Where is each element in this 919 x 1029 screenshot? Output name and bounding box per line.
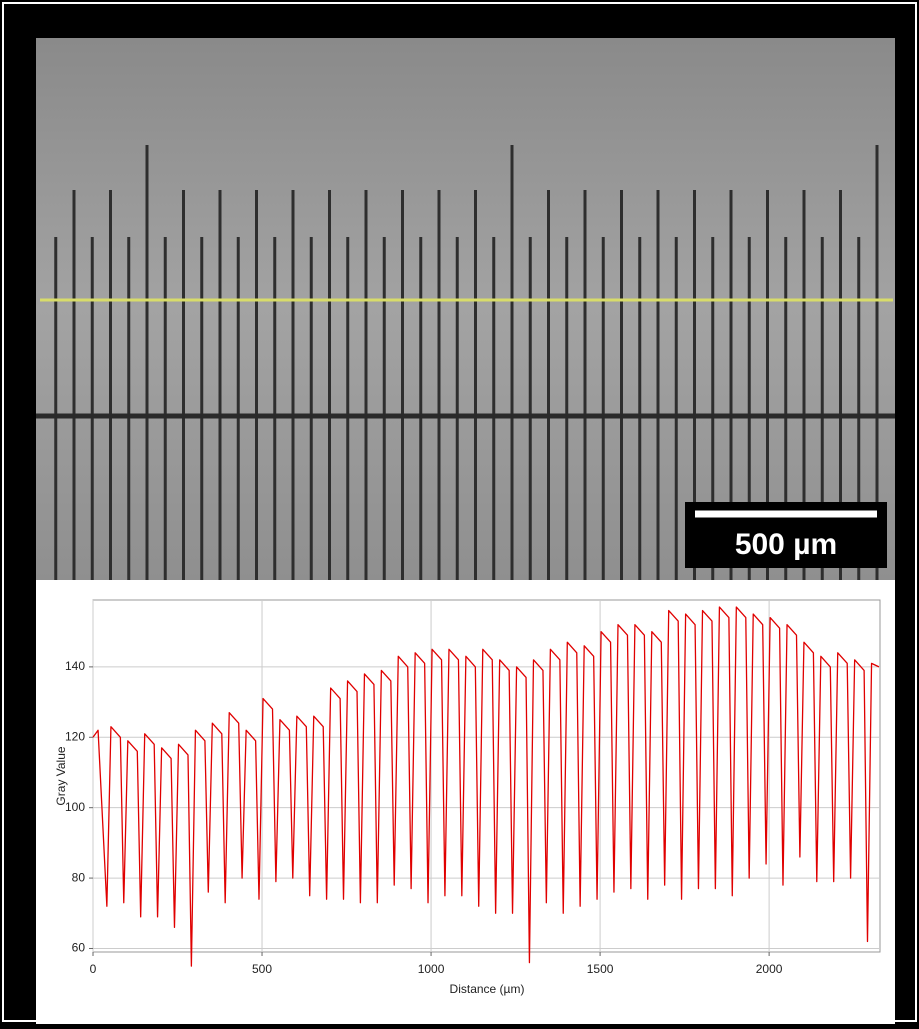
x-tick-label: 2000 [756,962,783,976]
micrograph-background [36,38,895,580]
y-tick-label: 80 [72,870,86,884]
x-tick-label: 1000 [418,962,445,976]
x-tick-label: 1500 [587,962,614,976]
y-tick-label: 140 [65,659,85,673]
y-tick-label: 100 [65,800,85,814]
profile-line [92,606,880,967]
scale-bar-label: 500 µm [735,528,837,561]
x-axis-label: Distance (µm) [450,982,525,996]
y-axis-label: Gray Value [54,746,68,805]
chart-panel [36,580,895,1024]
y-tick-label: 60 [72,941,86,955]
x-tick-label: 0 [90,962,97,976]
x-tick-label: 500 [252,962,272,976]
grid: 0 500 1000 1500 2000 60 80 100 120 140 [65,600,880,976]
micrograph: 500 µm [36,38,895,580]
plot [92,606,880,967]
y-tick-label: 120 [65,729,85,743]
